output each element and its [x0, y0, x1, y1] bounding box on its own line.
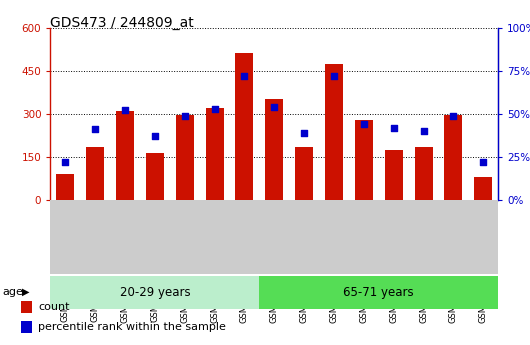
Bar [385, 150, 403, 200]
Text: ▶: ▶ [22, 287, 30, 297]
Point [91, 127, 100, 132]
Point [449, 113, 457, 118]
Bar [445, 115, 462, 200]
Bar [116, 111, 134, 200]
Text: 65-71 years: 65-71 years [343, 286, 414, 299]
Point [300, 130, 308, 136]
Bar [259, 276, 498, 309]
Point [151, 134, 159, 139]
Bar [414, 147, 432, 200]
Bar [235, 53, 253, 200]
Bar [21, 321, 32, 333]
Bar [56, 174, 74, 200]
Bar [325, 63, 343, 200]
Text: GDS473 / 244809_at: GDS473 / 244809_at [50, 16, 194, 30]
Bar [146, 152, 164, 200]
Point [61, 159, 69, 165]
Bar [176, 115, 193, 200]
Bar [50, 276, 259, 309]
Bar [206, 108, 224, 200]
Bar [474, 177, 492, 200]
Point [390, 125, 398, 130]
Bar [21, 302, 32, 313]
Point [330, 73, 338, 79]
Text: 20-29 years: 20-29 years [120, 286, 190, 299]
Bar [355, 120, 373, 200]
Point [419, 128, 428, 134]
Point [210, 106, 219, 111]
Point [360, 121, 368, 127]
Bar [266, 99, 283, 200]
Text: age: age [3, 287, 23, 297]
Point [240, 73, 249, 79]
Bar [295, 147, 313, 200]
Point [270, 104, 279, 110]
Point [121, 108, 129, 113]
Text: count: count [38, 303, 70, 313]
Bar [86, 147, 104, 200]
Text: percentile rank within the sample: percentile rank within the sample [38, 322, 226, 332]
Point [180, 113, 189, 118]
Point [479, 159, 488, 165]
